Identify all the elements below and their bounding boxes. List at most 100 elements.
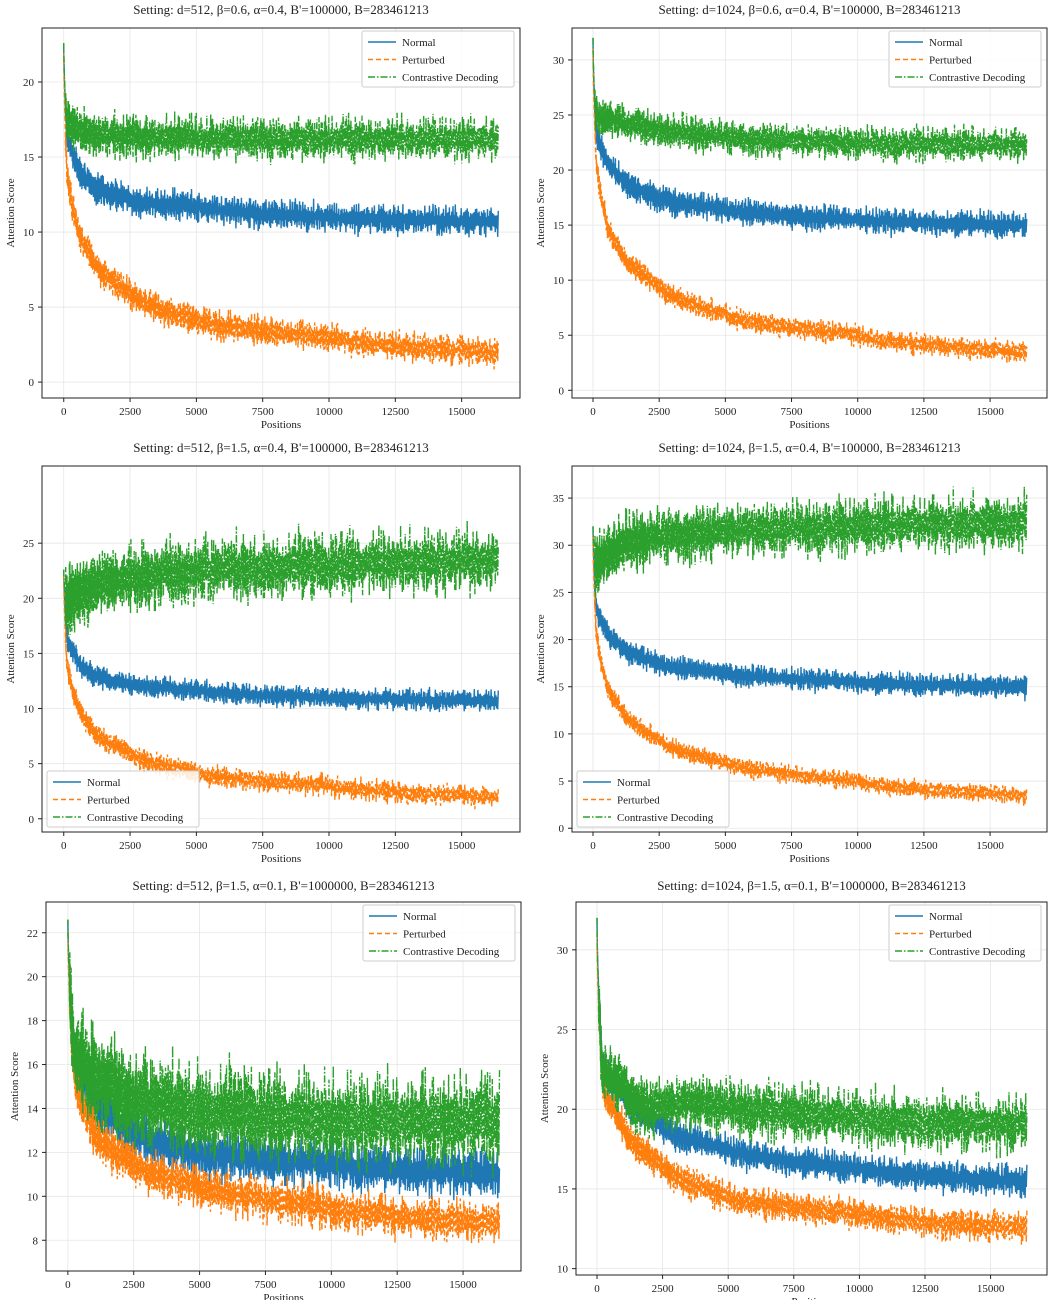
axes-frame [571,27,1048,399]
y-tick-label: 10 [23,227,35,239]
series-line-perturbed [596,933,1028,1245]
x-tick-label: 0 [590,406,596,418]
y-tick-label: 30 [553,55,565,67]
y-tick-label: 10 [23,704,35,716]
x-tick-label: 10000 [844,840,872,852]
y-tick-label: 25 [553,587,565,599]
x-tick-label: 12500 [383,1279,411,1291]
y-tick-label: 25 [553,110,565,122]
legend-label: Contrastive Decoding [617,812,714,824]
legend: Normal Perturbed Contrastive Decoding [888,904,1042,962]
y-tick-label: 18 [27,1016,39,1028]
series-line-contrastive-decoding [63,43,499,166]
series-line-contrastive-decoding [592,486,1028,598]
y-tick-label: 20 [23,593,35,605]
legend-label: Contrastive Decoding [929,946,1026,958]
y-tick-label: 12 [27,1147,38,1159]
y-tick-label: 20 [553,635,565,647]
x-tick-label: 7500 [252,840,275,852]
x-axis-label: Positions [791,1296,831,1300]
legend-label: Perturbed [929,55,972,67]
subplot-2: Setting: d=1024, β=0.6, α=0.4, B'=100000… [535,2,1048,431]
subplot-4: Setting: d=1024, β=1.5, α=0.4, B'=100000… [535,440,1048,865]
legend-label: Perturbed [929,929,972,941]
y-tick-label: 16 [27,1060,39,1072]
x-tick-label: 10000 [318,1279,346,1291]
series-line-normal [592,526,1028,702]
legend-label: Normal [929,911,963,923]
y-tick-label: 0 [559,823,565,835]
x-tick-label: 0 [590,840,596,852]
x-tick-label: 2500 [648,840,671,852]
x-tick-label: 2500 [123,1279,146,1291]
axes-frame [41,465,521,833]
legend-label: Perturbed [617,795,660,807]
y-tick-label: 20 [557,1104,569,1116]
y-tick-label: 10 [27,1191,39,1203]
y-tick-label: 10 [557,1264,569,1276]
x-tick-label: 0 [65,1279,71,1291]
y-tick-label: 22 [27,928,38,940]
legend-box [888,30,1042,88]
y-tick-label: 20 [27,972,39,984]
legend-label: Perturbed [403,929,446,941]
x-tick-label: 10000 [844,406,872,418]
subplot-5: Setting: d=512, β=1.5, α=0.1, B'=1000000… [9,878,522,1304]
y-tick-label: 10 [553,729,565,741]
legend-label: Contrastive Decoding [929,72,1026,84]
x-tick-label: 0 [61,406,67,418]
y-tick-label: 35 [553,493,565,505]
y-tick-label: 20 [23,77,35,89]
legend-box [576,770,730,828]
x-tick-label: 7500 [252,406,275,418]
x-tick-label: 15000 [449,1279,477,1291]
series-line-perturbed [592,48,1028,364]
legend: Normal Perturbed Contrastive Decoding [362,904,516,962]
x-tick-label: 2500 [119,840,142,852]
chart-title: Setting: d=512, β=1.5, α=0.4, B'=100000,… [133,440,428,455]
legend: Normal Perturbed Contrastive Decoding [361,30,515,88]
legend-label: Contrastive Decoding [402,72,499,84]
series-line-normal [63,43,499,238]
y-tick-label: 15 [553,220,565,232]
axes-frame [41,27,521,399]
x-tick-label: 5000 [185,406,208,418]
legend-label: Perturbed [402,55,445,67]
x-tick-label: 5000 [185,840,208,852]
x-tick-label: 15000 [448,840,476,852]
legend-label: Contrastive Decoding [403,946,500,958]
y-tick-label: 0 [29,814,35,826]
y-tick-label: 5 [559,330,565,342]
y-tick-label: 15 [553,682,565,694]
legend: Normal Perturbed Contrastive Decoding [888,30,1042,88]
series-line-perturbed [63,52,499,370]
x-tick-label: 12500 [382,406,410,418]
legend-label: Normal [402,37,436,49]
legend-label: Perturbed [87,795,130,807]
x-tick-label: 10000 [315,406,343,418]
x-tick-label: 2500 [648,406,671,418]
chart-title: Setting: d=512, β=1.5, α=0.1, B'=1000000… [133,878,435,893]
x-tick-label: 15000 [448,406,476,418]
series-line-contrastive-decoding [63,520,499,638]
legend: Normal Perturbed Contrastive Decoding [46,770,200,828]
y-tick-label: 30 [557,945,569,957]
legend-box [888,904,1042,962]
chart-title: Setting: d=1024, β=1.5, α=0.1, B'=100000… [657,878,965,893]
x-axis-label: Positions [261,853,301,865]
series-line-normal [63,569,499,713]
y-tick-label: 10 [553,275,565,287]
y-tick-label: 25 [557,1025,569,1037]
x-tick-label: 12500 [911,1283,939,1295]
subplot-1: Setting: d=512, β=0.6, α=0.4, B'=100000,… [5,2,521,431]
x-tick-label: 5000 [714,840,737,852]
subplot-6: Setting: d=1024, β=1.5, α=0.1, B'=100000… [539,878,1048,1305]
subplot-3: Setting: d=512, β=1.5, α=0.4, B'=100000,… [5,440,521,865]
x-tick-label: 0 [61,840,67,852]
y-axis-label: Attention Score [535,178,547,247]
y-tick-label: 30 [553,540,565,552]
y-tick-label: 15 [557,1184,569,1196]
y-axis-label: Attention Score [5,178,17,247]
x-tick-label: 5000 [714,406,737,418]
